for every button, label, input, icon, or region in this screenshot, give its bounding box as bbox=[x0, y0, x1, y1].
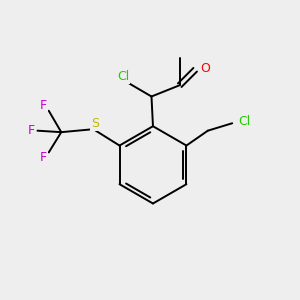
Text: F: F bbox=[27, 124, 34, 137]
Text: S: S bbox=[91, 117, 99, 130]
Text: Cl: Cl bbox=[117, 70, 130, 83]
Text: F: F bbox=[40, 99, 47, 112]
Text: O: O bbox=[200, 62, 210, 75]
Text: Cl: Cl bbox=[239, 115, 251, 128]
Text: F: F bbox=[40, 151, 47, 164]
